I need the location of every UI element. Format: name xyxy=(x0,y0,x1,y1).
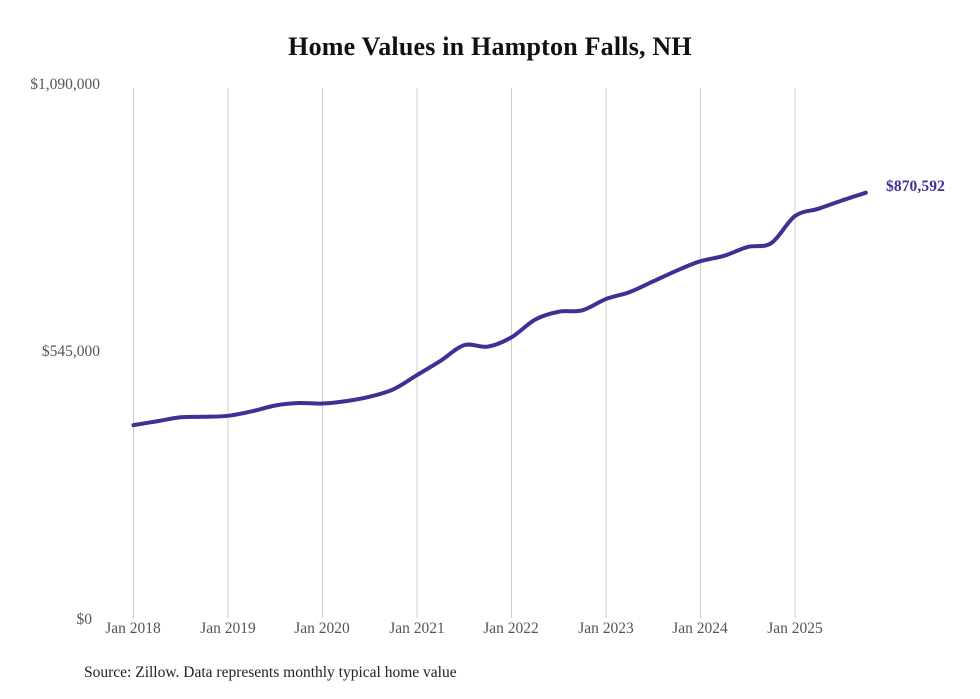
x-axis-tick-jan-2018: Jan 2018 xyxy=(105,620,161,637)
chart-title: Home Values in Hampton Falls, NH xyxy=(288,32,692,61)
x-axis-tick-jan-2024: Jan 2024 xyxy=(672,620,728,637)
source-note: Source: Zillow. Data represents monthly … xyxy=(84,664,457,681)
gridlines xyxy=(133,88,796,618)
y-axis-tick-middle: $545,000 xyxy=(41,343,100,360)
y-axis-tick-top: $1,090,000 xyxy=(30,76,100,93)
series-end-value-label: $870,592 xyxy=(886,178,945,195)
y-axis-tick-zero: $0 xyxy=(76,611,93,628)
x-axis-tick-jan-2023: Jan 2023 xyxy=(578,620,634,637)
x-axis-tick-jan-2025: Jan 2025 xyxy=(767,620,823,637)
x-axis-tick-jan-2022: Jan 2022 xyxy=(483,620,539,637)
x-axis-tick-jan-2020: Jan 2020 xyxy=(294,620,350,637)
x-axis-tick-jan-2021: Jan 2021 xyxy=(389,620,445,637)
series-line-typical-home-value xyxy=(131,190,868,428)
x-axis-tick-jan-2019: Jan 2019 xyxy=(200,620,256,637)
